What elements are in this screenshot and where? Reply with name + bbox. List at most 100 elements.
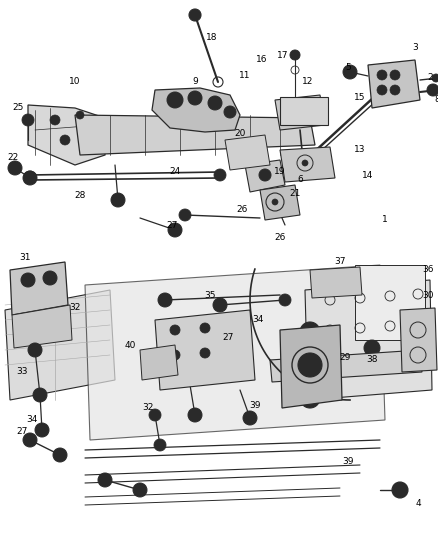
Circle shape [377, 70, 387, 80]
Circle shape [390, 70, 400, 80]
Circle shape [259, 169, 271, 181]
Text: 26: 26 [237, 206, 247, 214]
Polygon shape [368, 60, 420, 108]
Text: 8: 8 [434, 95, 438, 104]
Circle shape [343, 65, 357, 79]
Circle shape [98, 473, 112, 487]
Text: 25: 25 [12, 103, 24, 112]
Text: 3: 3 [412, 44, 418, 52]
Circle shape [170, 325, 180, 335]
Circle shape [149, 409, 161, 421]
Polygon shape [270, 350, 422, 382]
Circle shape [76, 111, 84, 119]
Circle shape [133, 483, 147, 497]
Circle shape [60, 135, 70, 145]
Text: 31: 31 [19, 253, 31, 262]
Text: 5: 5 [345, 62, 351, 71]
Polygon shape [245, 160, 285, 192]
Text: 38: 38 [366, 356, 378, 365]
Circle shape [179, 209, 191, 221]
Circle shape [214, 169, 226, 181]
Circle shape [167, 92, 183, 108]
Text: 19: 19 [274, 167, 286, 176]
Circle shape [290, 50, 300, 60]
Text: 18: 18 [206, 34, 218, 43]
Text: 10: 10 [69, 77, 81, 86]
Circle shape [189, 9, 201, 21]
Text: 37: 37 [334, 257, 346, 266]
Polygon shape [5, 290, 115, 400]
Text: 15: 15 [354, 93, 366, 102]
Circle shape [200, 323, 210, 333]
Polygon shape [310, 267, 362, 298]
Text: 6: 6 [297, 175, 303, 184]
Circle shape [24, 171, 36, 183]
Text: 13: 13 [354, 146, 366, 155]
Circle shape [243, 411, 257, 425]
Circle shape [154, 439, 166, 451]
Text: 36: 36 [422, 265, 434, 274]
Circle shape [28, 343, 42, 357]
Circle shape [390, 85, 400, 95]
Polygon shape [275, 95, 325, 130]
Text: 40: 40 [124, 341, 136, 350]
Text: 30: 30 [422, 290, 434, 300]
Text: 9: 9 [192, 77, 198, 86]
Circle shape [188, 91, 202, 105]
Polygon shape [140, 345, 178, 380]
Circle shape [188, 408, 202, 422]
Bar [280, 97, 328, 125]
Bar [355, 265, 425, 340]
Text: 21: 21 [290, 189, 301, 198]
Text: 27: 27 [16, 427, 28, 437]
Circle shape [279, 294, 291, 306]
Text: 39: 39 [342, 457, 354, 466]
Circle shape [23, 171, 37, 185]
Circle shape [432, 74, 438, 82]
Text: 1: 1 [382, 215, 388, 224]
Polygon shape [12, 305, 72, 348]
Text: 14: 14 [362, 171, 374, 180]
Circle shape [33, 388, 47, 402]
Circle shape [272, 199, 278, 205]
Polygon shape [225, 135, 270, 170]
Circle shape [50, 115, 60, 125]
Circle shape [22, 114, 34, 126]
Text: 27: 27 [166, 221, 178, 230]
Text: 35: 35 [204, 290, 216, 300]
Circle shape [53, 448, 67, 462]
Polygon shape [305, 280, 432, 400]
Circle shape [364, 340, 380, 356]
Circle shape [43, 271, 57, 285]
Circle shape [377, 85, 387, 95]
Text: 17: 17 [277, 51, 289, 60]
Text: 32: 32 [69, 303, 81, 311]
Polygon shape [155, 310, 255, 390]
Text: 22: 22 [7, 152, 19, 161]
Polygon shape [75, 115, 315, 155]
Text: 32: 32 [142, 403, 154, 413]
Text: 12: 12 [302, 77, 314, 86]
Circle shape [21, 273, 35, 287]
Text: 16: 16 [256, 55, 268, 64]
Circle shape [300, 322, 320, 342]
Polygon shape [280, 147, 335, 182]
Circle shape [300, 388, 320, 408]
Text: 11: 11 [239, 71, 251, 80]
Polygon shape [152, 88, 240, 132]
Circle shape [427, 84, 438, 96]
Circle shape [170, 350, 180, 360]
Text: 4: 4 [415, 498, 421, 507]
Circle shape [158, 293, 172, 307]
Text: 27: 27 [223, 334, 234, 343]
Circle shape [298, 353, 322, 377]
Circle shape [208, 96, 222, 110]
Circle shape [23, 433, 37, 447]
Polygon shape [400, 308, 437, 372]
Text: 2: 2 [427, 74, 433, 83]
Polygon shape [10, 262, 68, 315]
Polygon shape [280, 325, 342, 408]
Circle shape [111, 193, 125, 207]
Circle shape [392, 482, 408, 498]
Text: 34: 34 [252, 316, 264, 325]
